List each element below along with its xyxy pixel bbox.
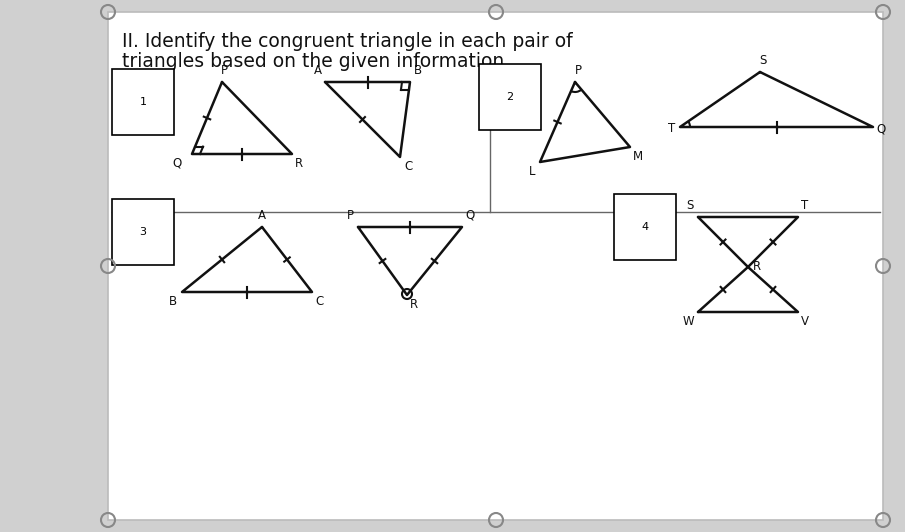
Text: L: L <box>529 165 535 178</box>
Text: B: B <box>414 64 422 77</box>
Text: B: B <box>169 295 177 308</box>
Text: S: S <box>687 199 694 212</box>
Text: M: M <box>633 150 643 163</box>
Text: T: T <box>668 122 675 136</box>
Text: P: P <box>221 64 227 77</box>
Text: 2: 2 <box>507 92 513 102</box>
Text: Q: Q <box>173 157 182 170</box>
Text: C: C <box>315 295 323 308</box>
FancyBboxPatch shape <box>108 12 883 520</box>
Text: V: V <box>801 315 809 328</box>
Text: 4: 4 <box>642 222 649 232</box>
Text: 1: 1 <box>139 97 147 107</box>
Text: P: P <box>347 209 354 222</box>
Text: R: R <box>753 261 761 273</box>
Text: R: R <box>410 298 418 311</box>
Text: A: A <box>314 64 322 77</box>
Text: C: C <box>404 160 413 173</box>
Text: R: R <box>295 157 303 170</box>
Text: triangles based on the given information.: triangles based on the given information… <box>122 52 510 71</box>
Text: II. Identify the congruent triangle in each pair of: II. Identify the congruent triangle in e… <box>122 32 573 51</box>
Text: Q: Q <box>465 209 474 222</box>
Text: A: A <box>258 209 266 222</box>
Text: T: T <box>801 199 808 212</box>
Text: Q: Q <box>876 122 885 136</box>
Text: S: S <box>759 54 767 67</box>
Text: 3: 3 <box>139 227 147 237</box>
Text: P: P <box>575 64 582 77</box>
Text: W: W <box>682 315 694 328</box>
